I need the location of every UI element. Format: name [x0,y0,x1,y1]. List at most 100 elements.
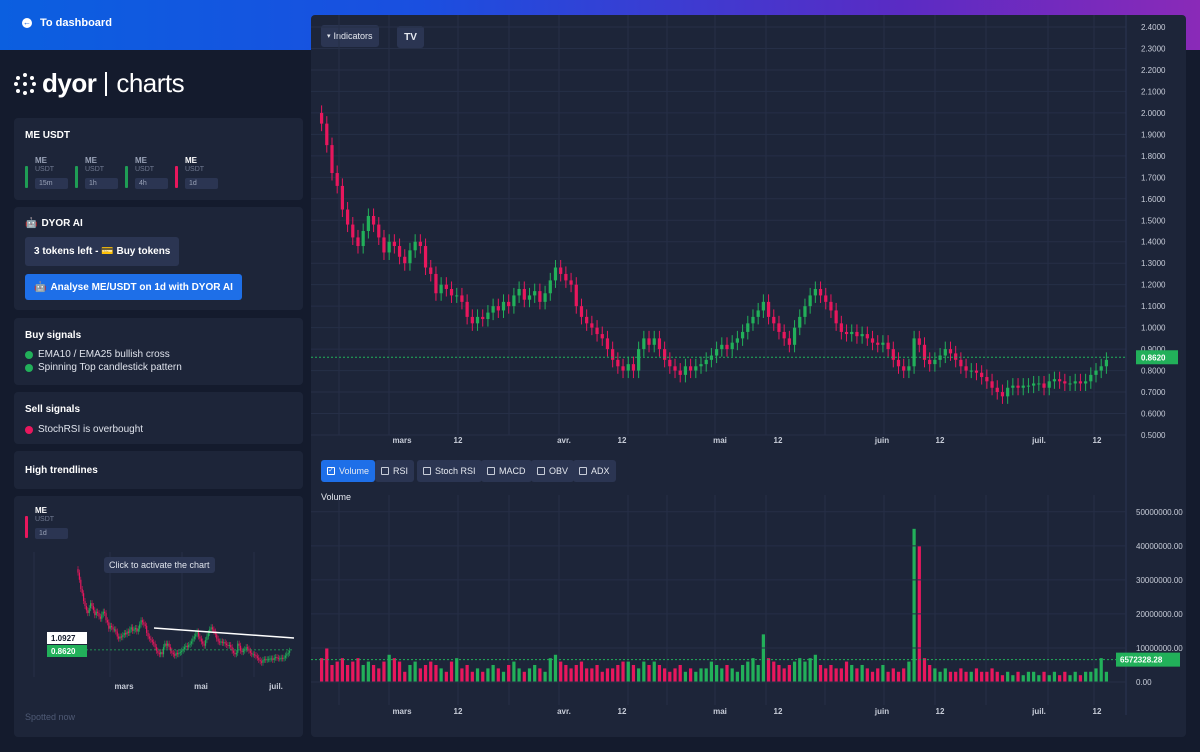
price-axis-label: 1.3000 [1141,259,1166,268]
volume-bar [605,668,610,682]
mini-candle [277,657,279,659]
mini-candle [148,636,151,639]
volume-bar [850,664,854,682]
candle [501,301,506,311]
caret-down-icon: ▾ [327,33,331,40]
candle [1073,381,1077,384]
indicator-tab-stoch-rsi[interactable]: Stoch RSI [417,460,482,482]
volume-bar [943,668,947,682]
volume-bar [782,668,786,682]
candle [907,366,911,371]
mini-candle [80,579,82,589]
volume-time-label: juin [874,707,889,716]
candle [824,295,828,302]
mini-trendline-chart[interactable]: 1.0927 0.8620 mars mai juil. [14,552,303,752]
candle [959,359,963,367]
mini-candle [249,650,251,653]
buy-tokens-button[interactable]: 3 tokens left - 💳 Buy tokens [25,237,180,266]
candle [1058,379,1062,382]
time-axis-label: juin [874,436,889,445]
volume-bar [345,664,350,682]
volume-bar [517,668,521,682]
mini-candle [207,632,209,637]
candle [1016,385,1020,388]
indicator-tab-volume[interactable]: ✓ Volume [321,460,376,482]
indicator-tab-obv[interactable]: OBV [531,460,575,482]
candle [486,312,490,320]
candle [517,288,521,296]
activate-chart-tooltip[interactable]: Click to activate the chart [104,557,215,573]
candle [460,295,464,302]
candle [319,112,324,124]
indicator-tab-rsi[interactable]: RSI [375,460,415,482]
mini-candle [211,627,214,630]
mini-high-label: 1.0927 [51,634,76,643]
volume-bar [1094,668,1098,682]
volume-time-label: 12 [774,707,783,716]
candle [579,306,584,317]
candle [548,280,552,294]
candle [522,288,526,300]
mini-candle [263,659,265,661]
candle [413,241,417,251]
mini-candle [106,620,109,623]
price-chart[interactable]: 2.4000 2.3000 2.2000 2.1000 2.0000 1.9000 1.80… [311,15,1186,737]
logo-dots-icon [14,72,36,95]
mini-candle [92,606,95,611]
mini-candle [238,643,240,646]
mini-candle [218,641,221,643]
volume-bar [813,654,817,682]
volume-bar [351,661,355,682]
volume-bar [808,658,812,682]
mini-candle [83,593,85,602]
to-dashboard-link[interactable]: ← To dashboard [22,17,112,29]
candle [1011,385,1015,388]
mini-candle [116,631,118,637]
indicators-button[interactable]: ▾ Indicators [321,25,379,47]
volume-bar [548,658,552,682]
mini-candle [228,645,230,647]
candle [663,349,667,360]
mini-candle [120,636,123,638]
mini-candle [221,641,223,643]
mini-candle [90,603,92,609]
mini-candle [227,645,229,647]
candle [772,316,776,324]
dyor-charts-logo[interactable]: dyor charts [14,68,185,99]
candle [470,316,474,324]
volume-bar [361,664,365,682]
indicator-tab-macd[interactable]: MACD [481,460,532,482]
main-chart-panel: ▾ Indicators TV 2.4000 2.3000 2.2000 2.1000… [311,15,1186,737]
mini-candle [94,610,96,616]
mini-last-tag [47,645,87,657]
candle [481,316,485,320]
buy-signals-card: Buy signals EMA10 / EMA25 bullish cross … [14,318,303,385]
mini-candle [242,650,244,653]
candle [746,323,750,332]
volume-bar [761,634,765,682]
sell-signals-title: Sell signals [25,404,81,415]
candle [730,342,734,350]
last-volume-tag [1116,652,1180,667]
volume-bar [403,671,407,682]
volume-bar [1099,658,1103,682]
indicator-tab-adx[interactable]: ADX [573,460,616,482]
volume-bar [600,671,604,682]
candle [408,250,412,264]
volume-axis-label: 50000000.00 [1136,508,1183,517]
mini-candle [288,650,291,653]
analyse-ai-button[interactable]: 🤖 Analyse ME/USDT on 1d with DYOR AI [25,274,242,300]
mini-candle [273,657,275,660]
mini-candle [234,652,236,655]
volume-bar [434,664,438,682]
volume-bar [496,668,500,682]
volume-bar [470,671,474,682]
candle [798,316,802,328]
volume-bar [740,664,745,682]
tradingview-logo-icon[interactable]: TV [397,26,424,48]
candle [423,246,428,268]
candle [860,334,864,337]
mini-candle [167,643,169,646]
mini-candle [246,647,249,649]
mini-candle [87,610,89,614]
